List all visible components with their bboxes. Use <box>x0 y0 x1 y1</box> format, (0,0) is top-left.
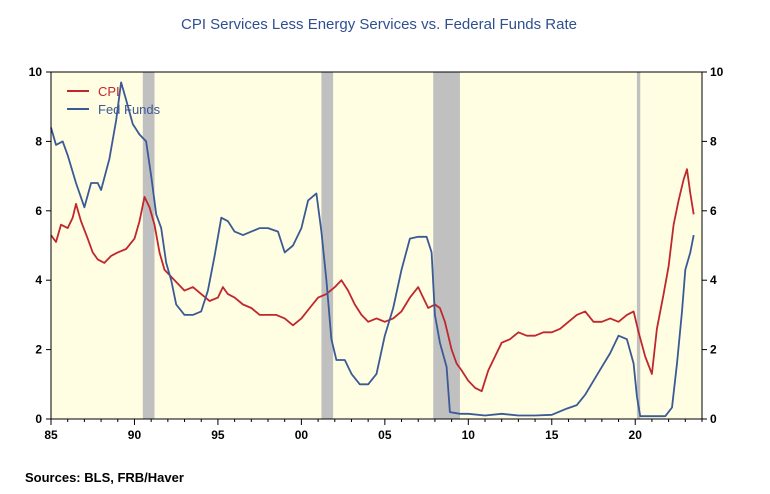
legend-label-0: CPI <box>98 84 120 99</box>
y-tick-label-right: 10 <box>710 65 724 79</box>
plot-area <box>51 72 702 419</box>
x-tick-label: 95 <box>211 428 225 442</box>
y-tick-label-left: 0 <box>35 412 42 426</box>
y-tick-label-right: 2 <box>710 343 717 357</box>
y-tick-label-left: 6 <box>35 204 42 218</box>
source-note: Sources: BLS, FRB/Haver <box>25 470 184 485</box>
y-tick-label-left: 4 <box>35 273 42 287</box>
y-tick-label-right: 6 <box>710 204 717 218</box>
y-tick-label-left: 10 <box>29 65 43 79</box>
x-tick-label: 20 <box>629 428 643 442</box>
x-tick-label: 00 <box>295 428 309 442</box>
chart-title: CPI Services Less Energy Services vs. Fe… <box>181 16 577 33</box>
y-tick-label-left: 8 <box>35 134 42 148</box>
x-tick-label: 90 <box>128 428 142 442</box>
x-tick-label: 15 <box>545 428 559 442</box>
y-tick-label-right: 8 <box>710 134 717 148</box>
y-tick-label-right: 4 <box>710 273 717 287</box>
x-tick-label: 85 <box>44 428 58 442</box>
x-tick-label: 10 <box>462 428 476 442</box>
recession-band-1 <box>321 72 334 419</box>
recession-band-0 <box>142 72 155 419</box>
series-line-fed-funds <box>50 81 695 418</box>
series-line-cpi <box>50 168 695 393</box>
plot-frame <box>50 71 703 420</box>
y-tick-label-right: 0 <box>710 412 717 426</box>
x-tick-label: 05 <box>378 428 392 442</box>
recession-band-3 <box>636 72 641 419</box>
series-lines <box>50 81 695 418</box>
y-tick-label-left: 2 <box>35 343 42 357</box>
legend: CPI Fed Funds <box>67 84 161 117</box>
legend-label-1: Fed Funds <box>98 102 161 117</box>
